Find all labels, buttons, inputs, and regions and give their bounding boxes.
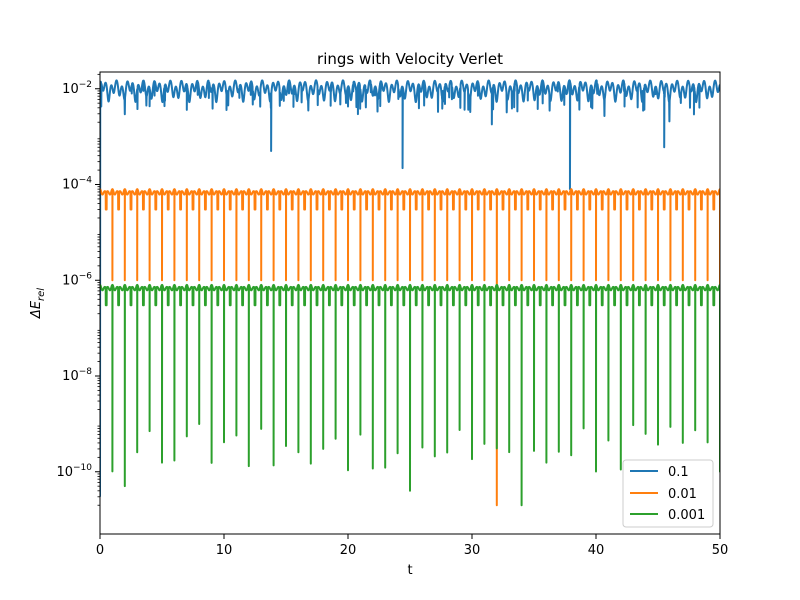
x-tick-label: 30 (464, 543, 481, 558)
legend-label-1: 0.01 (668, 487, 697, 502)
legend-label-2: 0.001 (668, 508, 705, 523)
y-axis-label: ΔErel (29, 288, 47, 319)
series-line-0.1 (100, 79, 720, 497)
x-tick-label: 0 (96, 543, 104, 558)
y-axis-label-sub: rel (36, 288, 47, 301)
x-axis-label: t (407, 563, 412, 578)
y-tick-label: 10−4 (62, 176, 92, 193)
y-tick-label: 10−10 (56, 463, 92, 480)
x-tick-label: 10 (216, 543, 233, 558)
plot-frame (99, 71, 721, 535)
x-tick-label: 50 (712, 543, 729, 558)
series-line-0.01 (100, 188, 720, 507)
x-tick-label: 40 (588, 543, 605, 558)
chart-title: rings with Velocity Verlet (317, 50, 503, 68)
y-tick-label: 10−6 (62, 271, 92, 288)
y-tick-label: 10−2 (62, 80, 92, 97)
legend-box (622, 459, 714, 528)
y-tick-label: 10−8 (62, 367, 92, 384)
y-axis-label-main: ΔE (29, 300, 44, 319)
legend: 0.1 0.01 0.001 (622, 459, 714, 528)
x-tick-label: 20 (340, 543, 357, 558)
legend-label-0: 0.1 (668, 465, 689, 480)
series-layer (100, 79, 720, 507)
x-axis: 0 10 20 30 40 50 (96, 534, 728, 558)
series-line-0.001 (100, 283, 720, 507)
y-axis: 10−2 10−4 10−6 10−8 10−10 (56, 73, 100, 506)
